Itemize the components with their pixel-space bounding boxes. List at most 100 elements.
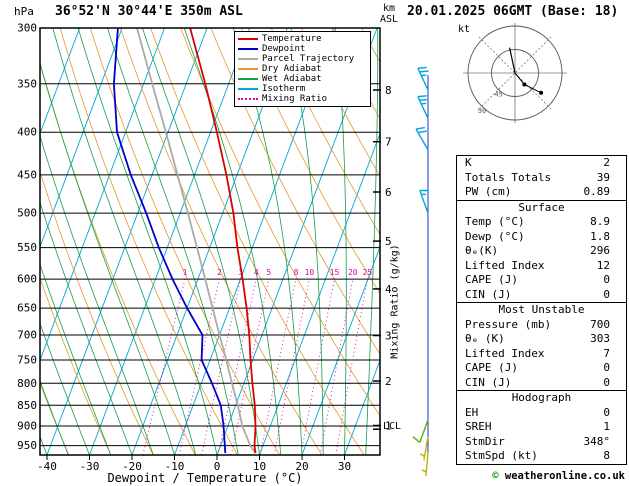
index-value: 8.9	[590, 215, 610, 228]
temp-tick-label: -30	[80, 460, 100, 473]
legend-label: Wet Adiabat	[262, 74, 322, 84]
indices-section: Most Unstable Pressure (mb) 700 θₑ (K) 303 Li…	[457, 302, 626, 390]
pressure-tick-label: 450	[17, 168, 37, 181]
index-label: PW (cm)	[465, 185, 512, 198]
hodograph-trace	[514, 72, 542, 94]
index-row: Dewp (°C) 1.8	[457, 230, 626, 245]
index-label: CAPE (J)	[465, 273, 518, 286]
index-row: PW (cm) 0.89	[457, 185, 626, 200]
wind-barb	[417, 66, 429, 91]
temp-tick-label: 30	[338, 460, 351, 473]
mixing-ratio-value-label: 2	[217, 268, 222, 277]
index-row: CIN (J) 0	[457, 376, 626, 391]
index-value: 12	[596, 258, 610, 272]
section-header: Hodograph	[511, 391, 572, 404]
legend-item: Parcel Trajectory	[238, 54, 367, 64]
index-row: Lifted Index 7	[457, 347, 626, 362]
indices-section: Hodograph EH 0 SREH 1 StmDir 348° StmSpd (kt) 8	[457, 390, 626, 464]
index-label: Pressure (mb)	[465, 317, 552, 331]
skewt-background-lines: 1 2 3 4 5 8 10 15 20 25	[40, 28, 380, 455]
index-label: θₑ(K)	[465, 244, 499, 257]
pressure-tick-label: 750	[17, 354, 37, 367]
pressure-tick-label: 850	[17, 399, 37, 412]
index-label: K	[465, 156, 472, 169]
wind-barb	[412, 419, 429, 444]
temp-tick-label: -20	[122, 460, 142, 473]
pressure-tick-label: 700	[17, 329, 37, 342]
index-value: 700	[590, 317, 610, 331]
index-value: 7	[603, 346, 610, 360]
mixing-ratio-value-label: 8	[294, 268, 299, 277]
copyright-site: weatheronline.co.uk	[504, 470, 625, 482]
mixing-ratio-value-label: 25	[363, 268, 373, 277]
index-row: CIN (J) 0	[457, 288, 626, 303]
wind-barb	[419, 436, 429, 461]
right-axis-title: Mixing Ratio (g/kg)	[389, 244, 401, 359]
pressure-tick-label: 600	[17, 273, 37, 286]
index-label: EH	[465, 405, 479, 419]
x-axis-title: Dewpoint / Temperature (°C)	[107, 471, 303, 485]
index-value: 0	[603, 273, 610, 286]
km-tick-label: 6	[385, 186, 392, 199]
legend-swatch	[238, 98, 258, 100]
legend-swatch	[238, 38, 258, 40]
temp-tick-label: 10	[253, 460, 266, 473]
index-label: StmDir	[465, 434, 505, 448]
km-tick-label: 7	[385, 136, 392, 149]
indices-section: K 2 Totals Totals 39 PW (cm) 0.89	[457, 156, 626, 200]
wind-barb	[419, 189, 429, 214]
mixing-ratio-value-label: 20	[348, 268, 358, 277]
mixing-ratio-value-label: 4	[254, 268, 259, 277]
pressure-tick-label: 500	[17, 207, 37, 220]
km-tick-label: 3	[385, 330, 392, 343]
legend-swatch	[238, 88, 258, 90]
chart-legend: Temperature Dewpoint Parcel Trajectory Dry …	[234, 31, 371, 107]
index-value: 2	[603, 156, 610, 169]
indices-section: Surface Temp (°C) 8.9 Dewp (°C) 1.8 θₑ(K) 296 L…	[457, 199, 626, 303]
index-label: Temp (°C)	[465, 215, 525, 228]
temp-axis: -40 -30 -20 -10 0 10 20 30	[37, 455, 351, 473]
wind-barb	[417, 95, 429, 119]
legend-swatch	[238, 78, 258, 80]
index-row: Pressure (mb) 700	[457, 318, 626, 333]
temp-tick-label: -40	[37, 460, 57, 473]
km-tick-label: 1	[385, 420, 392, 433]
station-title: 36°52'N 30°44'E 350m ASL	[55, 4, 243, 19]
timestamp: 20.01.2025 06GMT (Base: 18)	[407, 4, 619, 19]
pressure-tick-label: 900	[17, 420, 37, 433]
mixing-ratio-value-label: 5	[266, 268, 271, 277]
index-label: Totals Totals	[465, 170, 552, 184]
wind-barb	[421, 451, 429, 476]
legend-label: Dry Adiabat	[262, 64, 322, 74]
legend-swatch	[238, 58, 258, 60]
index-row: StmSpd (kt) 8	[457, 449, 626, 464]
legend-item: Temperature	[238, 34, 367, 44]
index-label: Lifted Index	[465, 346, 545, 360]
legend-label: Parcel Trajectory	[262, 54, 355, 64]
mixing-ratio-value-label: 10	[305, 268, 315, 277]
legend-item: Dry Adiabat	[238, 64, 367, 74]
index-row: θₑ(K) 296	[457, 244, 626, 259]
section-header: Most Unstable	[498, 303, 585, 316]
pressure-tick-label: 950	[17, 439, 37, 452]
legend-label: Dewpoint	[262, 44, 306, 54]
hodograph-ring-label: 45	[494, 91, 502, 99]
km-tick-label: 8	[385, 84, 392, 97]
index-value: 39	[596, 170, 610, 184]
index-label: Dewp (°C)	[465, 229, 525, 243]
legend-label: Mixing Ratio	[262, 94, 328, 104]
index-value: 348°	[583, 434, 611, 448]
copyright[interactable]: © weatheronline.co.uk	[492, 470, 625, 482]
index-row: CAPE (J) 0	[457, 361, 626, 376]
index-row: Lifted Index 12	[457, 259, 626, 274]
index-value: 296	[590, 244, 610, 257]
index-row: CAPE (J) 0	[457, 273, 626, 288]
hodograph: 45 90	[463, 23, 567, 123]
legend-swatch	[238, 48, 258, 50]
hodograph-unit-label: kt	[458, 24, 471, 35]
index-label: StmSpd (kt)	[465, 449, 538, 462]
index-row: Totals Totals 39	[457, 171, 626, 186]
indices-panel: K 2 Totals Totals 39 PW (cm) 0.89 Surface Temp …	[456, 155, 627, 465]
